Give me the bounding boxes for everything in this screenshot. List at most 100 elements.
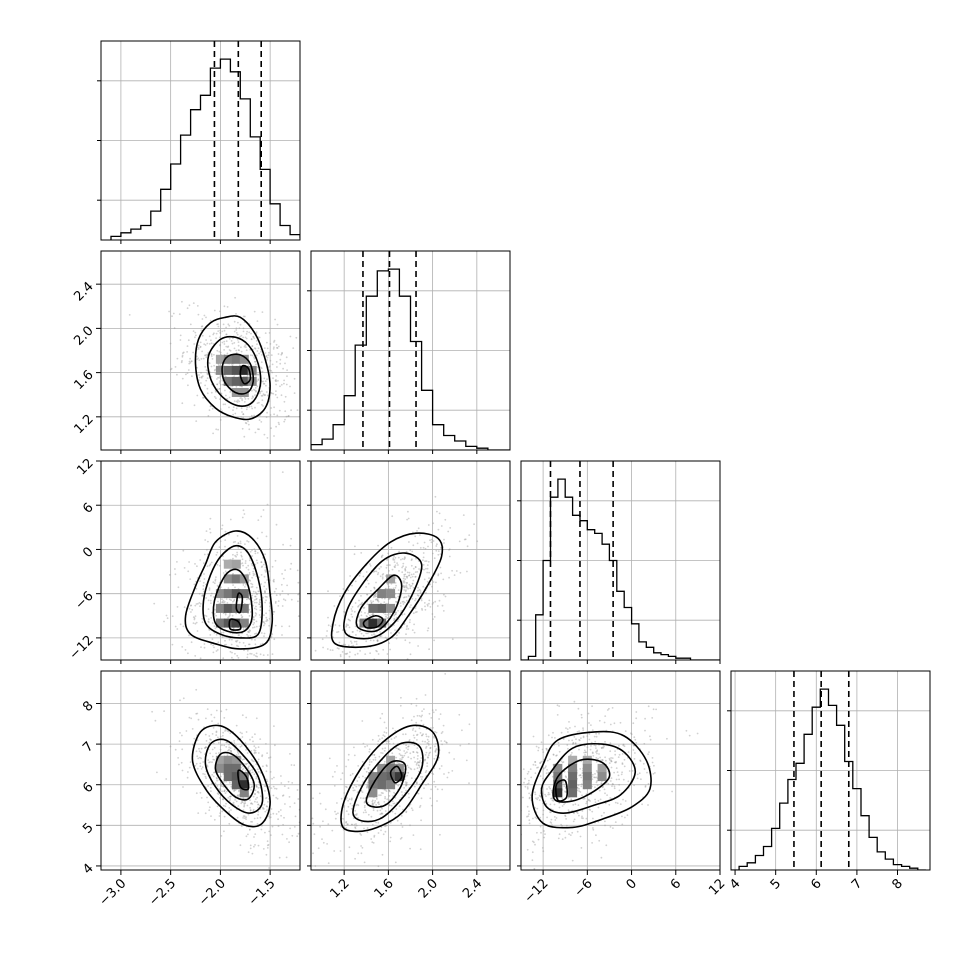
scatter-point <box>341 651 344 653</box>
scatter-point <box>265 853 268 856</box>
scatter-point <box>245 422 248 425</box>
scatter-point <box>588 738 591 741</box>
scatter-point <box>402 577 405 580</box>
scatter-point <box>639 759 642 762</box>
scatter-point <box>400 758 403 761</box>
hist-panel-0 <box>97 40 301 244</box>
scatter-point <box>256 402 259 404</box>
scatter-point <box>343 806 345 809</box>
density-cell <box>215 365 225 375</box>
scatter-point <box>242 509 245 512</box>
x-tick-label: −2.5 <box>146 876 179 909</box>
scatter-point <box>437 553 440 556</box>
scatter-point <box>243 758 245 761</box>
scatter-point <box>433 736 435 739</box>
scatter-point <box>169 368 172 371</box>
scatter-point <box>209 599 212 602</box>
scatter-point <box>579 768 582 770</box>
scatter-point <box>196 366 199 369</box>
scatter-point <box>369 614 371 617</box>
scatter-point <box>466 545 469 548</box>
scatter-point <box>433 735 435 738</box>
scatter-point <box>224 728 227 731</box>
scatter-point <box>361 601 364 604</box>
scatter-point <box>227 616 229 619</box>
scatter-point <box>375 677 377 679</box>
scatter-point <box>270 808 273 810</box>
scatter-point <box>417 792 420 795</box>
scatter-point <box>222 804 225 807</box>
scatter-point <box>216 805 219 808</box>
scatter-point <box>382 734 385 737</box>
scatter-point <box>544 800 546 803</box>
scatter-point <box>372 802 374 805</box>
scatter-point <box>365 586 367 588</box>
scatter-point <box>392 802 395 805</box>
scatter-point <box>379 813 382 816</box>
scatter-point <box>256 562 259 564</box>
scatter-point <box>269 813 272 816</box>
scatter-point <box>229 795 232 798</box>
scatter-point <box>441 743 443 746</box>
scatter-point <box>426 567 429 570</box>
scatter-point <box>196 767 199 770</box>
scatter-point <box>344 785 347 788</box>
scatter-point <box>248 664 250 666</box>
scatter-point <box>209 738 211 740</box>
scatter-point <box>537 766 539 769</box>
scatter-point <box>324 808 327 811</box>
scatter-point <box>222 403 225 406</box>
scatter-point <box>205 369 208 372</box>
scatter-point <box>260 394 263 397</box>
scatter-point <box>229 349 232 352</box>
scatter-point <box>239 745 242 748</box>
scatter-point <box>245 749 247 751</box>
scatter-point <box>270 427 272 430</box>
scatter-point <box>272 785 275 788</box>
scatter-point <box>380 752 382 754</box>
x-tick-label: −12 <box>522 876 552 906</box>
scatter-point <box>176 628 179 630</box>
scatter-point <box>435 731 438 734</box>
scatter-point <box>200 376 203 378</box>
scatter-point <box>234 799 237 801</box>
scatter-point <box>513 738 515 740</box>
scatter-point <box>255 605 257 608</box>
scatter-point <box>264 380 267 382</box>
scatter-point <box>193 404 196 407</box>
scatter-point <box>264 570 267 573</box>
scatter-point <box>440 765 443 767</box>
scatter-point <box>340 664 342 666</box>
scatter-point <box>237 341 240 343</box>
scatter-point <box>219 329 222 332</box>
scatter-point <box>556 754 558 757</box>
scatter-point <box>636 773 639 776</box>
scatter-point <box>599 756 601 759</box>
scatter-point <box>422 564 425 566</box>
scatter-point <box>425 592 427 594</box>
scatter-point <box>547 791 550 794</box>
scatter-point <box>255 625 258 628</box>
scatter-point <box>393 619 395 622</box>
scatter-point <box>238 790 240 793</box>
scatter-point <box>552 800 555 802</box>
scatter-point <box>303 394 305 396</box>
scatter-point <box>240 350 243 353</box>
scatter-point <box>574 725 576 728</box>
scatter-point <box>221 524 224 527</box>
density-cell <box>247 376 257 386</box>
scatter-point <box>386 740 388 743</box>
contour-line <box>362 614 384 629</box>
scatter-point <box>572 743 574 745</box>
scatter-point <box>351 823 354 826</box>
scatter-point <box>236 553 239 556</box>
scatter-point <box>192 743 194 746</box>
scatter-point <box>422 546 425 549</box>
scatter-point <box>208 587 211 590</box>
scatter-point <box>219 564 221 567</box>
density-cell <box>582 763 592 773</box>
scatter-point <box>564 775 567 778</box>
scatter-point <box>580 716 583 719</box>
scatter-point <box>263 622 266 625</box>
scatter-point <box>301 805 303 807</box>
